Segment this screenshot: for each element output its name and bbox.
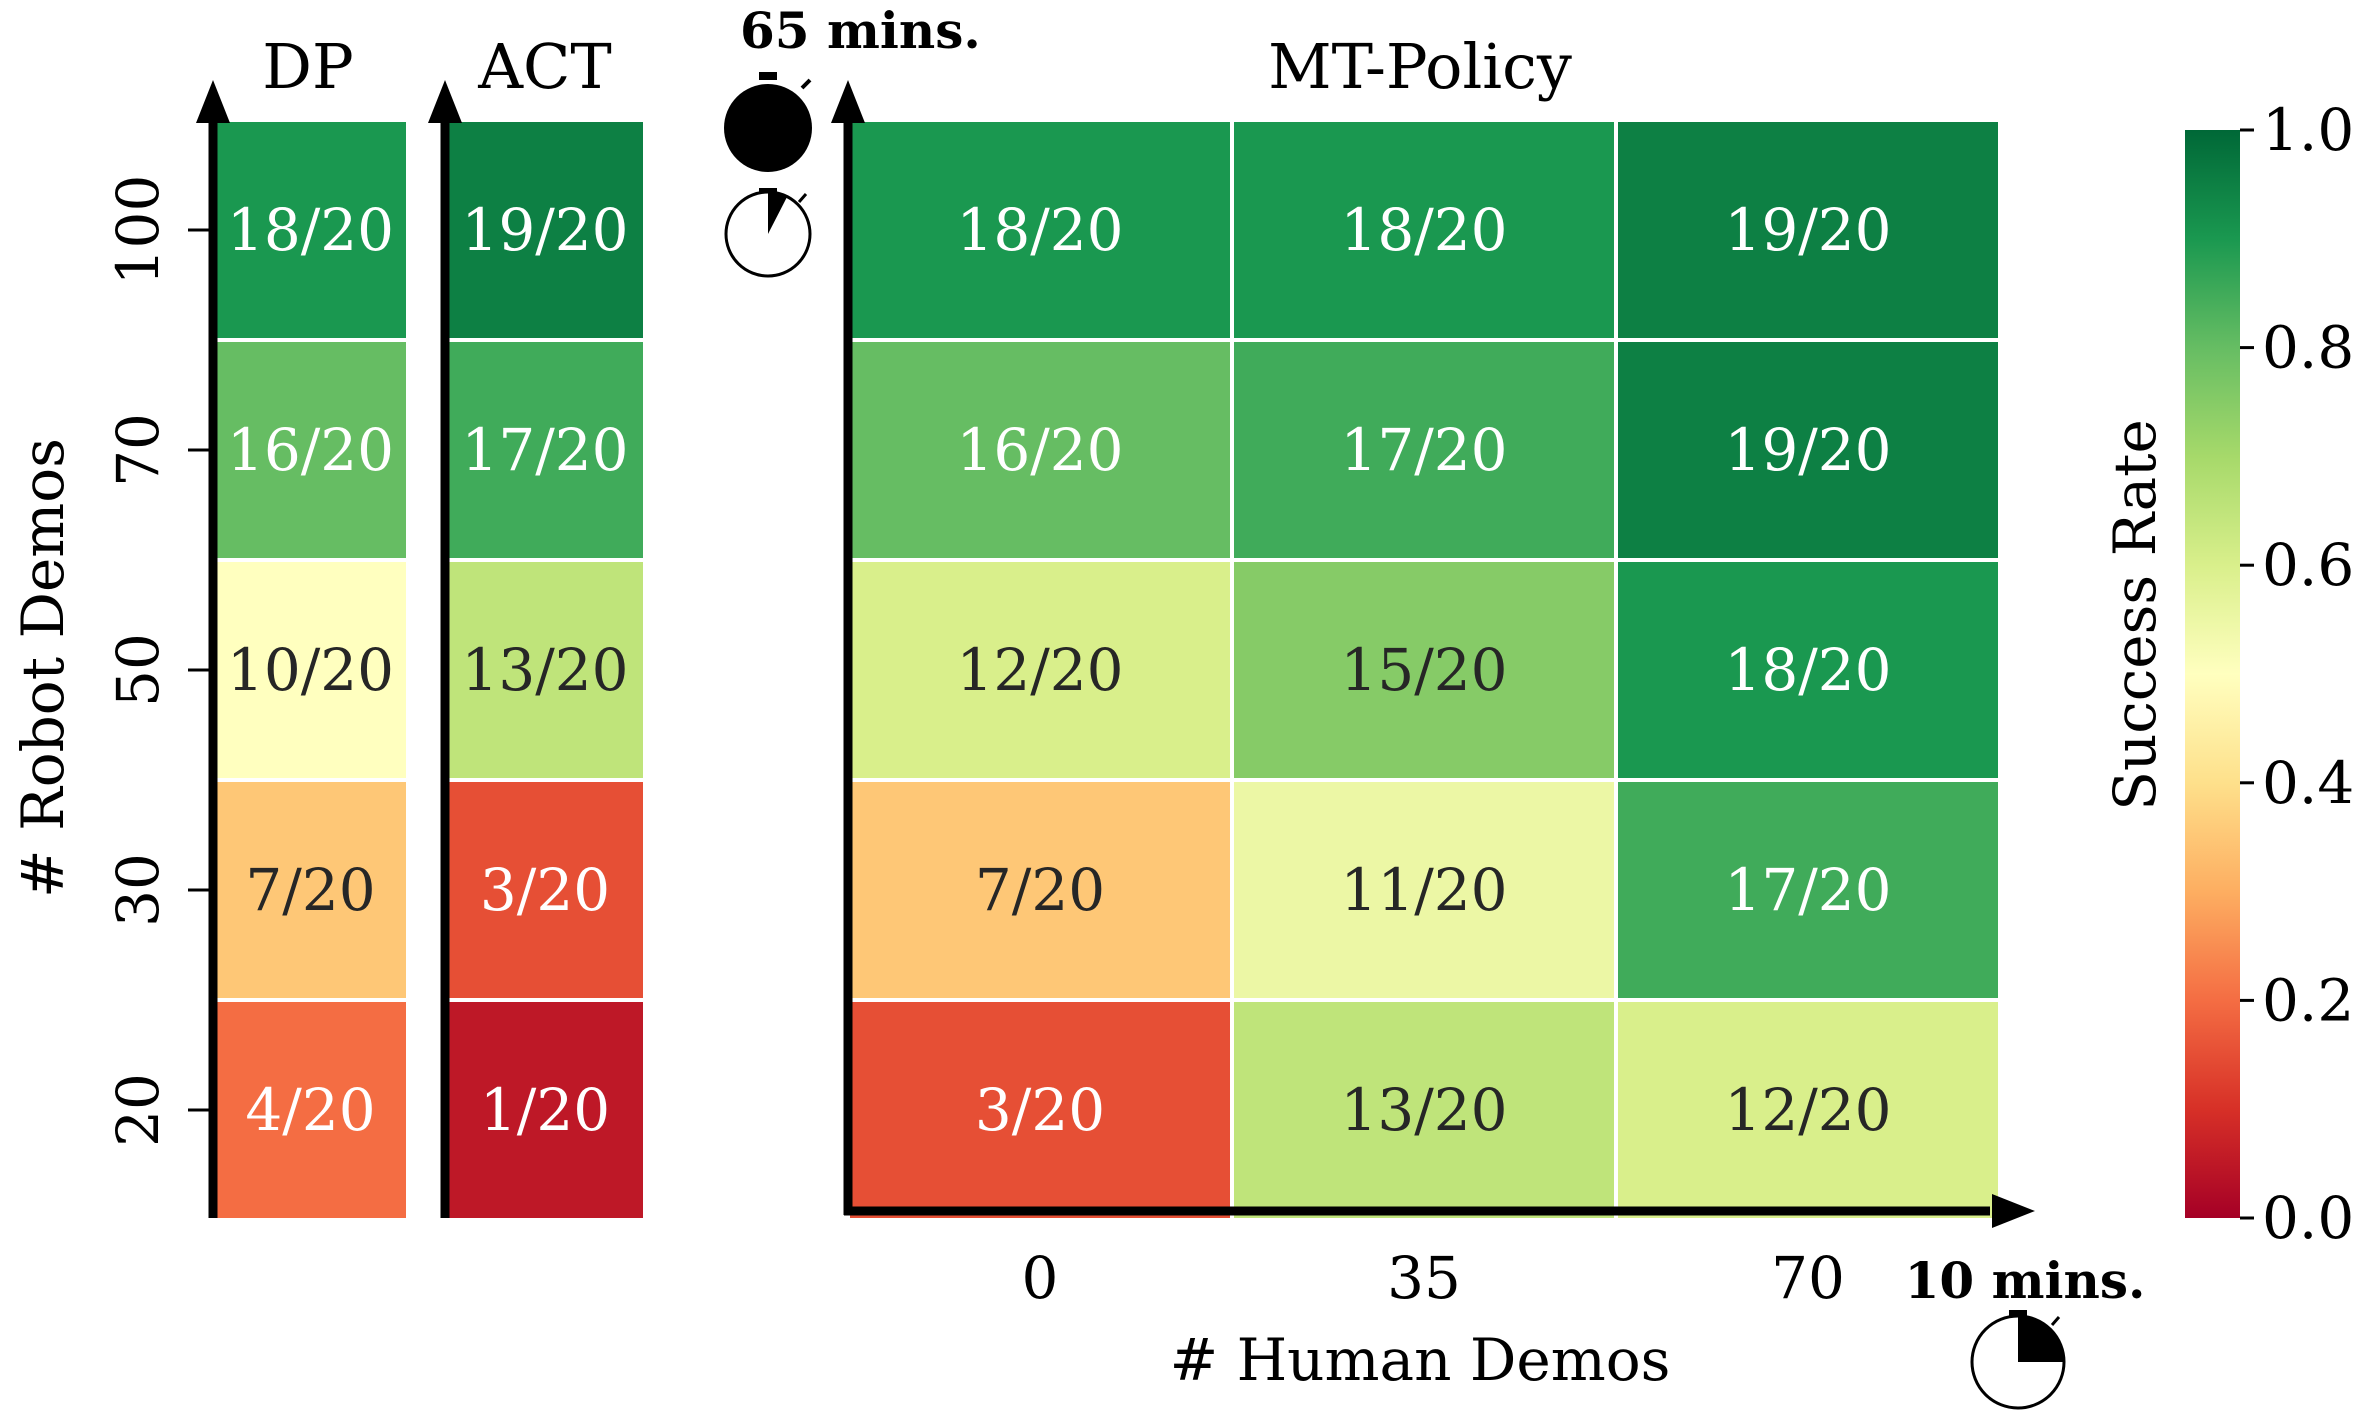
robot-demos-tick-label: 100 — [104, 175, 172, 286]
mt-policy-cell-label: 18/20 — [1724, 636, 1891, 704]
mt-policy-cell-label: 18/20 — [1340, 196, 1507, 264]
robot-demos-tick-label: 70 — [104, 413, 172, 487]
top-time-label: 65 mins. — [740, 1, 981, 60]
robot-demos-axis-label: # Robot Demos — [9, 438, 77, 898]
mt-policy-cell-label: 17/20 — [1724, 856, 1891, 924]
mt-policy-cell-label: 16/20 — [956, 416, 1123, 484]
colorbar-ticks: 0.0 0.2 0.4 0.6 0.8 1.0 — [2240, 96, 2354, 1252]
mt-policy-cell-label: 12/20 — [956, 636, 1123, 704]
human-demos-tick-label: 35 — [1387, 1244, 1461, 1312]
colorbar-tick-label: 0.6 — [2262, 531, 2354, 599]
act-cell-label: 1/20 — [480, 1076, 610, 1144]
mt-policy-panel-title: MT-Policy — [1268, 30, 1572, 103]
dp-cell — [211, 778, 410, 1002]
mt-policy-cell — [846, 778, 1234, 1002]
mt-policy-cell — [1230, 558, 1618, 782]
act-cell-label: 17/20 — [461, 416, 628, 484]
stopwatch-full-icon — [724, 72, 812, 172]
robot-demos-tick-label: 20 — [104, 1073, 172, 1147]
mt-policy-cell-label: 13/20 — [1340, 1076, 1507, 1144]
mt-policy-cell-label: 19/20 — [1724, 416, 1891, 484]
colorbar-label: Success Rate — [2101, 419, 2169, 811]
robot-demos-tick-label: 30 — [104, 853, 172, 927]
colorbar-tick-label: 0.0 — [2262, 1184, 2354, 1252]
mt-policy-cell-label: 18/20 — [956, 196, 1123, 264]
mt-policy-cell-label: 12/20 — [1724, 1076, 1891, 1144]
colorbar-tick-label: 0.8 — [2262, 314, 2354, 382]
colorbar-tick-label: 0.2 — [2262, 966, 2354, 1034]
act-cell — [443, 998, 647, 1222]
dp-cell-label: 16/20 — [227, 416, 394, 484]
mt-policy-heatmap-cells: 18/20 18/20 19/20 16/20 17/20 19/20 12/20 15/20… — [846, 118, 2002, 1222]
dp-panel-title: DP — [262, 30, 353, 103]
dp-cell-label: 4/20 — [245, 1076, 375, 1144]
robot-demos-tick-label: 50 — [104, 633, 172, 707]
mt-policy-cell-label: 19/20 — [1724, 196, 1891, 264]
mt-policy-cell — [1230, 778, 1618, 1002]
stopwatch-quarter-icon — [1970, 1310, 2066, 1410]
act-cell-label: 13/20 — [461, 636, 628, 704]
mt-policy-cell — [1614, 558, 2002, 782]
mt-policy-y-axis-arrowhead — [831, 80, 865, 123]
human-demos-tick-label: 70 — [1771, 1244, 1845, 1312]
mt-policy-cell — [1614, 778, 2002, 1002]
mt-policy-cell-label: 3/20 — [975, 1076, 1105, 1144]
dp-cell — [211, 338, 410, 562]
dp-cell-label: 7/20 — [245, 856, 375, 924]
human-demos-x-axis-arrowhead — [1992, 1194, 2035, 1228]
dp-cell-label: 10/20 — [227, 636, 394, 704]
act-y-axis-arrowhead — [428, 80, 462, 123]
act-heatmap-cells: 19/20 17/20 13/20 3/20 1/20 — [443, 118, 647, 1222]
robot-demos-y-ticks: 100 70 50 30 20 — [104, 175, 209, 1147]
mt-policy-cell — [846, 998, 1234, 1222]
act-panel-title: ACT — [477, 30, 612, 103]
dp-cell-label: 18/20 — [227, 196, 394, 264]
colorbar-gradient — [2185, 130, 2240, 1218]
human-demos-x-ticks: 0 35 70 — [1022, 1244, 1845, 1312]
mt-policy-cell — [1614, 998, 2002, 1222]
colorbar-tick-label: 1.0 — [2262, 96, 2354, 164]
mt-policy-cell-label: 7/20 — [975, 856, 1105, 924]
mt-policy-cell-label: 17/20 — [1340, 416, 1507, 484]
mt-policy-cell — [846, 338, 1234, 562]
mt-policy-cell-label: 15/20 — [1340, 636, 1507, 704]
human-demos-axis-label: # Human Demos — [1170, 1326, 1671, 1394]
colorbar-tick-label: 0.4 — [2262, 749, 2354, 817]
act-cell-label: 19/20 — [461, 196, 628, 264]
dp-cell — [211, 118, 410, 342]
stopwatch-partial-icon — [724, 188, 812, 278]
mt-policy-cell — [1230, 118, 1618, 342]
human-demos-tick-label: 0 — [1022, 1244, 1059, 1312]
dp-cell — [211, 998, 410, 1222]
mt-policy-cell-label: 11/20 — [1340, 856, 1507, 924]
dp-heatmap-cells: 18/20 16/20 10/20 7/20 4/20 — [211, 118, 410, 1222]
dp-y-axis-arrowhead — [196, 80, 230, 123]
mt-policy-cell — [1614, 338, 2002, 562]
act-cell-label: 3/20 — [480, 856, 610, 924]
bottom-time-label: 10 mins. — [1905, 1251, 2146, 1310]
dp-cell — [211, 558, 410, 782]
